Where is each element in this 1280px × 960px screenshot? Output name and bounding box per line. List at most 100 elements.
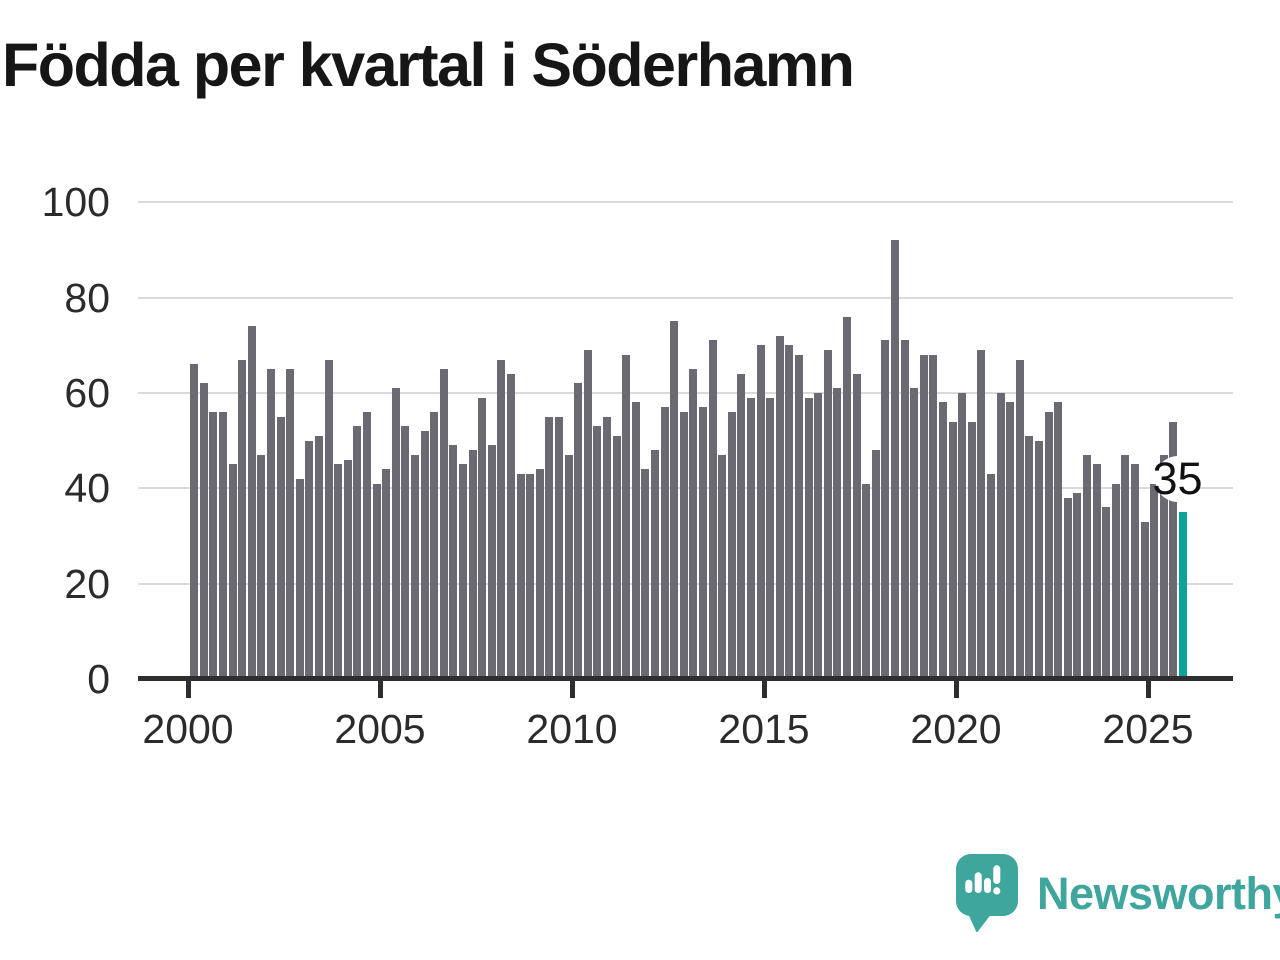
bar-2007-Q1 (459, 464, 467, 679)
bar-2007-Q3 (478, 397, 487, 679)
bar-2010-Q2 (583, 350, 592, 679)
bar-2017-Q2 (852, 373, 861, 679)
bar-2011-Q3 (631, 402, 640, 679)
bar-2025-Q1 (1150, 483, 1159, 679)
bar-2012-Q3 (670, 321, 679, 679)
bar-2009-Q2 (545, 416, 554, 679)
bar-2012-Q1 (651, 450, 659, 679)
bar-2014-Q4 (756, 345, 765, 679)
bar-2025-Q2 (1159, 454, 1168, 679)
bar-2024-Q4 (1140, 521, 1149, 679)
bar-2015-Q2 (775, 335, 784, 679)
bar-2021-Q4 (1025, 435, 1034, 679)
bar-2018-Q4 (910, 388, 919, 679)
bar-2004-Q1 (343, 459, 352, 679)
bar-2020-Q4 (987, 473, 995, 679)
x-tick-label: 2010 (526, 706, 618, 752)
bar-2005-Q2 (391, 388, 400, 679)
bar-2003-Q4 (334, 464, 343, 679)
newsworthy-logo: Newsworthy (956, 854, 1280, 932)
bar-2012-Q2 (660, 407, 669, 679)
bar-2011-Q1 (612, 435, 621, 679)
bar-2019-Q2 (929, 354, 938, 679)
bar-2014-Q3 (747, 397, 755, 679)
bar-2023-Q2 (1083, 454, 1091, 679)
bar-2009-Q3 (555, 416, 563, 679)
bar-2000-Q3 (209, 411, 218, 679)
bar-2006-Q3 (439, 369, 448, 679)
y-tick-label: 40 (64, 465, 110, 512)
bar-2016-Q1 (804, 397, 813, 679)
bar-2023-Q4 (1102, 507, 1111, 679)
bar-2020-Q2 (967, 421, 976, 679)
x-tick-2025 (1145, 681, 1151, 698)
bar-2024-Q1 (1111, 483, 1120, 679)
bar-2008-Q4 (526, 473, 535, 679)
gridline-80 (138, 296, 1233, 299)
y-tick-label: 60 (64, 369, 110, 416)
bar-2022-Q3 (1054, 402, 1063, 679)
bar-2006-Q1 (420, 431, 429, 679)
bar-2024-Q3 (1131, 464, 1139, 679)
bar-2010-Q3 (593, 426, 602, 679)
x-tick-2020 (953, 681, 959, 698)
x-tick-2000 (185, 681, 191, 698)
gridline-100 (138, 201, 1233, 204)
bar-2018-Q2 (891, 240, 899, 679)
newsworthy-logo-text: Newsworthy (1037, 868, 1280, 919)
bar-2025-Q3 (1169, 421, 1178, 679)
bar-2023-Q3 (1092, 464, 1101, 679)
gridline-60 (138, 391, 1233, 394)
bar-2025-Q4 (1179, 512, 1187, 679)
y-tick-label: 20 (64, 560, 110, 607)
bar-2022-Q4 (1063, 497, 1072, 679)
bar-2002-Q2 (276, 416, 285, 679)
bar-2020-Q1 (958, 392, 967, 679)
bar-2003-Q1 (305, 440, 314, 679)
bar-2010-Q1 (574, 383, 583, 679)
bar-2008-Q2 (507, 373, 515, 679)
bar-2007-Q2 (468, 450, 477, 679)
bar-2005-Q3 (401, 426, 410, 679)
bar-2006-Q4 (449, 445, 458, 679)
bar-2015-Q1 (766, 397, 775, 679)
bar-2009-Q1 (535, 469, 544, 679)
bar-2024-Q2 (1121, 454, 1130, 679)
bar-2011-Q2 (622, 354, 631, 679)
bar-2020-Q3 (977, 350, 986, 679)
bar-2003-Q2 (315, 435, 323, 679)
bar-2001-Q2 (238, 359, 247, 679)
bar-2022-Q1 (1035, 440, 1043, 679)
bar-2004-Q4 (372, 483, 381, 679)
bar-2019-Q3 (939, 402, 947, 679)
bar-2021-Q3 (1015, 359, 1024, 679)
bar-2000-Q2 (199, 383, 208, 679)
bar-2008-Q3 (516, 473, 525, 679)
bar-2000-Q4 (219, 411, 227, 679)
bar-2015-Q3 (785, 345, 794, 679)
bar-2016-Q3 (823, 350, 832, 679)
x-axis-line (138, 676, 1233, 681)
x-tick-2015 (761, 681, 767, 698)
y-tick-label: 80 (64, 274, 110, 321)
bar-2011-Q4 (641, 469, 650, 679)
bar-2008-Q1 (497, 359, 506, 679)
bar-2005-Q1 (382, 469, 391, 679)
bar-2001-Q4 (257, 454, 266, 679)
y-tick-label: 0 (87, 656, 110, 702)
bar-2006-Q2 (430, 411, 439, 679)
bar-2017-Q3 (862, 483, 871, 679)
bar-2016-Q2 (814, 392, 823, 679)
x-tick-2005 (377, 681, 383, 698)
x-tick-2010 (569, 681, 575, 698)
bar-2004-Q3 (363, 411, 371, 679)
bar-2000-Q1 (190, 364, 199, 679)
bar-2010-Q4 (603, 416, 611, 679)
bar-2019-Q1 (919, 354, 928, 679)
bar-2016-Q4 (833, 388, 842, 679)
bar-2021-Q2 (1006, 402, 1015, 679)
bar-2002-Q3 (286, 369, 295, 679)
bar-2013-Q3 (708, 340, 717, 679)
x-tick-label: 2020 (910, 706, 1002, 752)
